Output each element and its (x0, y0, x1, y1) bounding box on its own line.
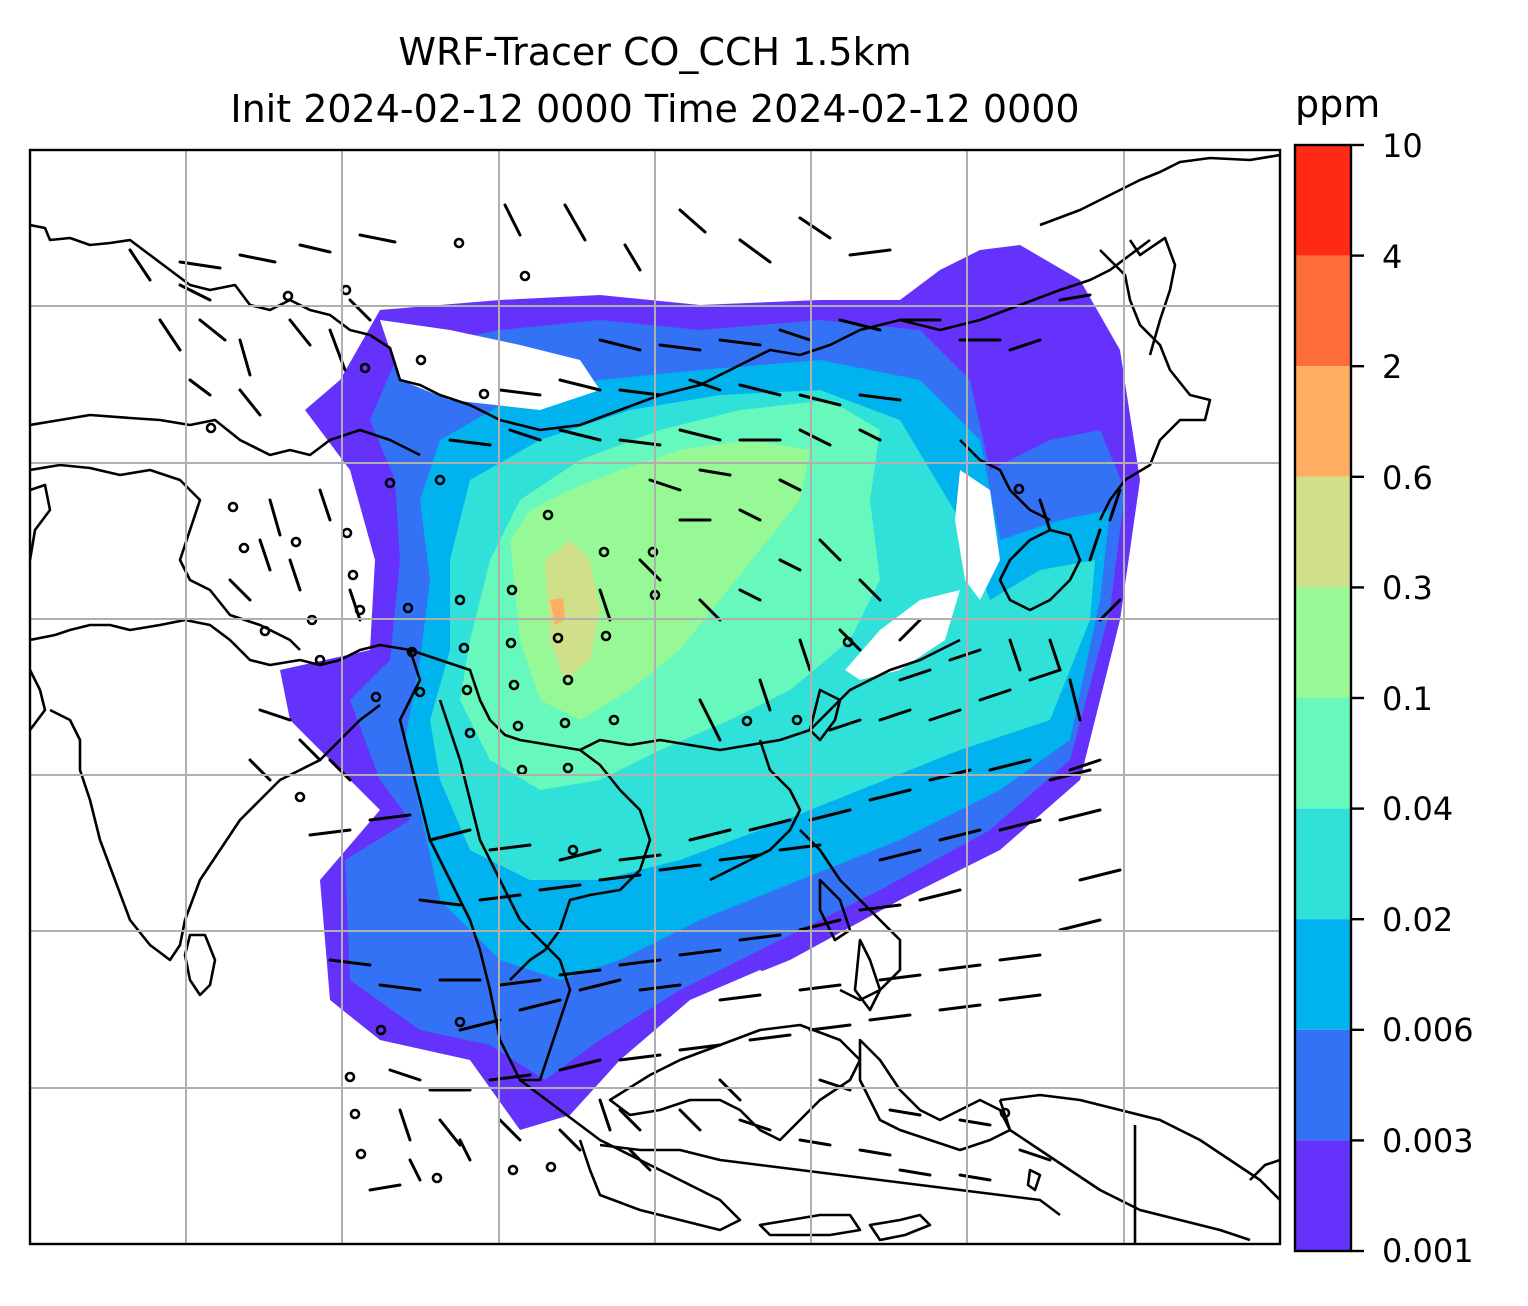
colorbar-segment (1295, 587, 1351, 698)
colorbar-segment (1295, 476, 1351, 588)
colorbar-ticks (1351, 143, 1364, 1253)
map-frame (28, 148, 1282, 1246)
colorbar-tick-label: 0.003 (1382, 1122, 1474, 1160)
calm-wind-markers (205, 237, 1025, 1184)
colorbar-segment (1295, 1140, 1351, 1251)
colorbar-segment (1295, 808, 1351, 920)
colorbar-tick-label: 0.3 (1382, 569, 1433, 607)
wind-barbs (128, 203, 1122, 1192)
low-concentration-gap (690, 970, 800, 1030)
colorbar-segment (1295, 366, 1351, 477)
map-gridlines (30, 150, 1280, 1244)
colorbar-tick-label: 0.001 (1382, 1232, 1474, 1270)
concentration-band-yellow (545, 540, 600, 680)
colorbar-tick-label: 0.6 (1382, 459, 1433, 497)
colorbar-tick-label: 0.006 (1382, 1011, 1474, 1049)
colorbar-tick-label: 0.02 (1382, 901, 1454, 939)
colorbar-segment (1295, 919, 1351, 1030)
colorbar-segment (1295, 698, 1351, 809)
coastlines (30, 153, 1280, 1244)
colorbar-tick-label: 10 (1382, 127, 1423, 165)
colorbar-segment (1295, 145, 1351, 256)
colorbar-tick-label: 2 (1382, 348, 1403, 386)
low-concentration-gap (845, 590, 960, 680)
colorbar-segment (1295, 255, 1351, 367)
colorbar (1293, 143, 1364, 1253)
low-concentration-gap (380, 320, 600, 410)
colorbar-tick-label: 4 (1382, 238, 1403, 276)
map-title-line2: Init 2024-02-12 0000 Time 2024-02-12 000… (230, 87, 1080, 131)
colorbar-segment (1295, 1029, 1351, 1141)
colorbar-tick-label: 0.04 (1382, 790, 1454, 828)
colorbar-tick-label: 0.1 (1382, 680, 1433, 718)
map-title-line1: WRF-Tracer CO_CCH 1.5km (398, 30, 912, 74)
